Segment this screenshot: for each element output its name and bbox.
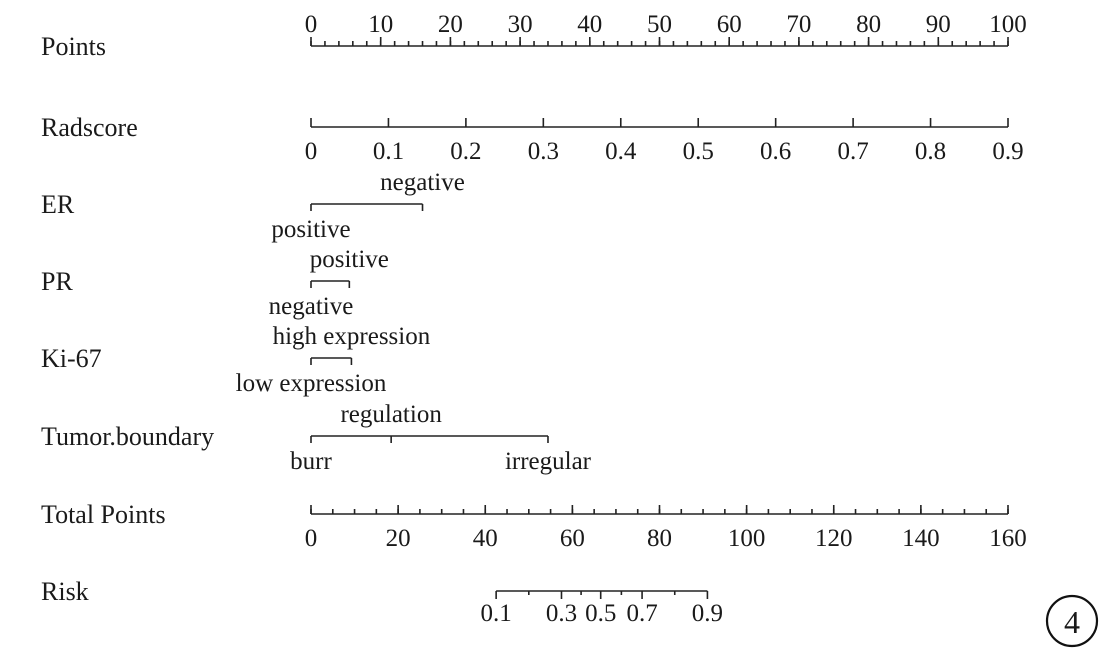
level-label-negative: negative (380, 169, 465, 196)
level-label-irregular: irregular (505, 448, 592, 475)
row-ki-67: Ki-67 low expression high expression (41, 323, 431, 397)
tick-label: 0.4 (605, 138, 637, 165)
tick-label: 70 (786, 11, 811, 38)
tick-label: 0.1 (481, 600, 512, 627)
row-label: PR (41, 267, 73, 296)
tick-label: 0.9 (692, 600, 723, 627)
tick-label: 30 (508, 11, 533, 38)
row-radscore: Radscore 0 0.1 0.2 0.3 0.4 0.5 0.6 0.7 0.8 0.9 (41, 113, 1024, 165)
level-label-high-expression: high expression (273, 323, 431, 350)
row-label: Total Points (41, 500, 166, 529)
tick-label: 0.8 (915, 138, 946, 165)
tick-label: 20 (438, 11, 463, 38)
tick-label: 140 (902, 525, 940, 552)
badge-circle (1045, 594, 1099, 648)
row-points: Points 0 10 20 30 40 50 60 70 80 90 100 (41, 11, 1027, 61)
row-label: Radscore (41, 113, 138, 142)
tick-label: 60 (560, 525, 585, 552)
tick-label: 60 (717, 11, 742, 38)
tick-label: 50 (647, 11, 672, 38)
tick-label: 0 (305, 11, 318, 38)
tick-label: 0.2 (450, 138, 481, 165)
tick-label: 0.9 (992, 138, 1023, 165)
tick-label: 0 (305, 525, 318, 552)
row-tumor-boundary: Tumor.boundary burr regulation irregular (41, 401, 592, 475)
tick-label: 160 (989, 525, 1027, 552)
tick-label: 0 (305, 138, 318, 165)
row-total-points: Total Points 0 20 40 60 80 100 120 140 160 (41, 500, 1027, 552)
level-label-negative: negative (269, 293, 354, 320)
tick-label: 90 (926, 11, 951, 38)
tick-label: 100 (728, 525, 766, 552)
tick-label: 40 (577, 11, 602, 38)
tick-label: 0.7 (837, 138, 868, 165)
row-risk: Risk 0.1 0.3 0.5 0.7 0.9 (41, 577, 723, 627)
level-label-positive: positive (310, 246, 389, 273)
tick-label: 120 (815, 525, 853, 552)
tick-label: 40 (473, 525, 498, 552)
tick-label: 10 (368, 11, 393, 38)
row-er: ER positive negative (41, 169, 465, 243)
row-pr: PR negative positive (41, 246, 389, 320)
tick-label: 0.5 (585, 600, 616, 627)
tick-label: 80 (856, 11, 881, 38)
level-label-positive: positive (271, 216, 350, 243)
row-label: Risk (41, 577, 89, 606)
tick-label: 80 (647, 525, 672, 552)
row-label: Ki-67 (41, 344, 102, 373)
tick-label: 0.7 (626, 600, 657, 627)
tick-label: 20 (386, 525, 411, 552)
tick-label: 0.1 (373, 138, 404, 165)
tick-label: 0.3 (528, 138, 559, 165)
tick-label: 0.5 (683, 138, 714, 165)
level-label-burr: burr (290, 448, 332, 475)
tick-label: 0.3 (546, 600, 577, 627)
row-label: ER (41, 190, 75, 219)
level-label-low-expression: low expression (236, 370, 387, 397)
row-label: Points (41, 32, 106, 61)
level-label-regulation: regulation (340, 401, 442, 428)
figure-number-badge: 4 (1045, 594, 1099, 648)
figure-number: 4 (1064, 604, 1080, 640)
row-label: Tumor.boundary (41, 422, 214, 451)
tick-label: 100 (989, 11, 1027, 38)
tick-label: 0.6 (760, 138, 791, 165)
